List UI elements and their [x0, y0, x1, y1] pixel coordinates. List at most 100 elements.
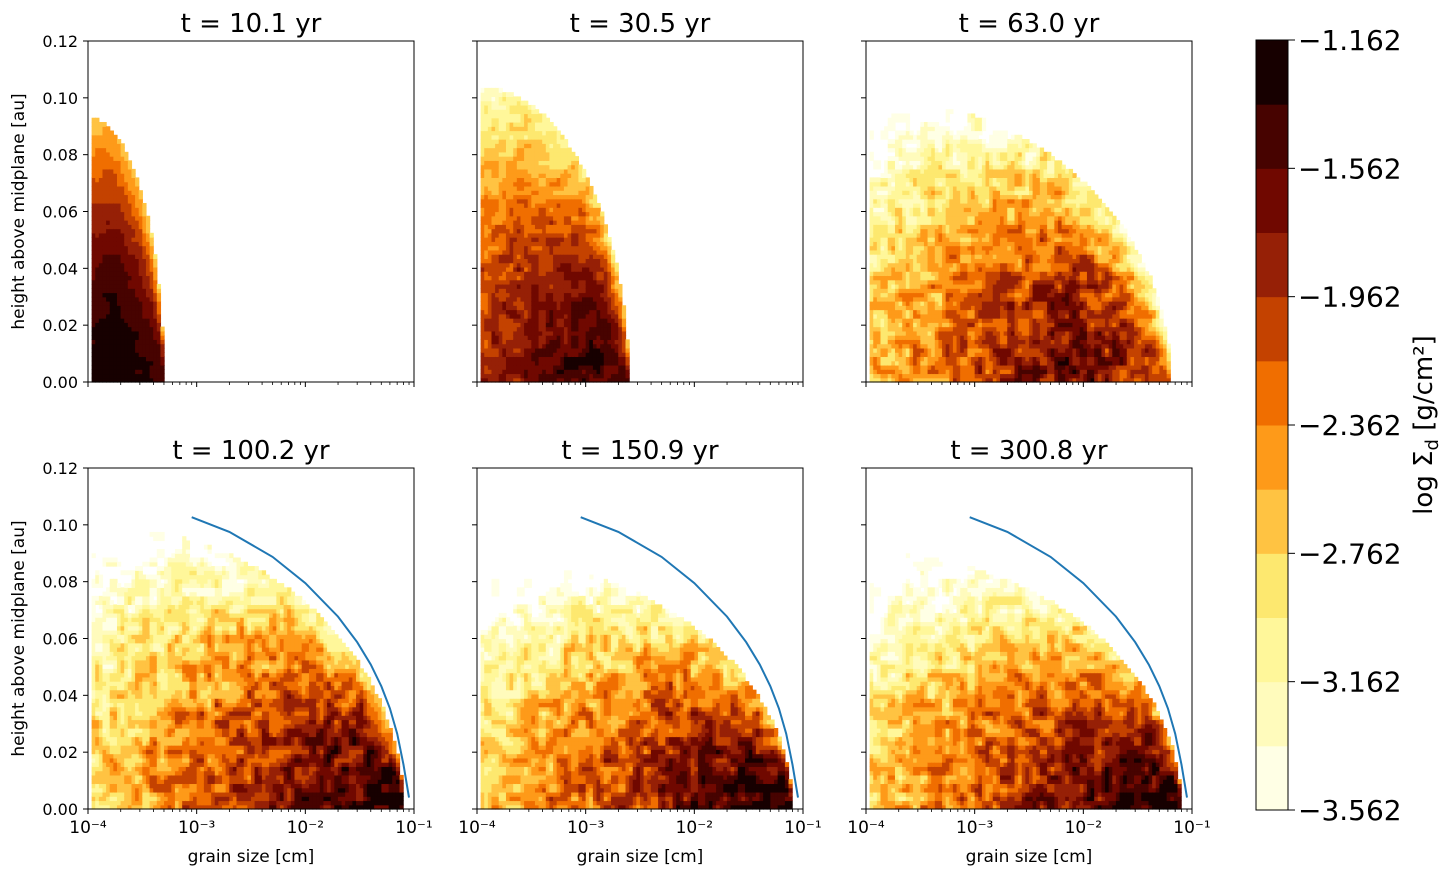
heatmap-cell	[963, 245, 969, 251]
heatmap-cell	[887, 369, 892, 375]
heatmap-cell	[949, 339, 954, 345]
heatmap-cell	[502, 168, 507, 174]
heatmap-cell	[916, 249, 921, 255]
heatmap-cell	[934, 377, 940, 383]
heatmap-cell	[527, 249, 532, 255]
heatmap-cell	[898, 177, 903, 183]
heatmap-cell	[887, 330, 892, 336]
heatmap-cell	[556, 258, 561, 264]
heatmap-cell	[876, 335, 882, 340]
heatmap-cell	[902, 343, 907, 349]
heatmap-cell	[592, 339, 598, 345]
heatmap-cell	[520, 262, 525, 268]
heatmap-cell	[545, 352, 551, 358]
heatmap-cell	[571, 258, 576, 264]
heatmap-cell	[902, 262, 907, 268]
heatmap-cell	[549, 339, 554, 345]
heatmap-cell	[534, 139, 540, 144]
heatmap-cell	[495, 164, 500, 170]
heatmap-cell	[491, 343, 496, 349]
heatmap-cell	[592, 326, 598, 332]
heatmap-cell	[963, 134, 969, 140]
heatmap-cell	[920, 185, 925, 191]
heatmap-cell	[560, 177, 565, 183]
heatmap-cell	[549, 262, 554, 268]
heatmap-cell	[149, 356, 154, 362]
heatmap-cell	[480, 194, 485, 200]
heatmap-cell	[149, 347, 154, 353]
heatmap-cell	[534, 241, 540, 247]
heatmap-cell	[495, 377, 500, 383]
heatmap-cell	[91, 224, 96, 230]
heatmap-cell	[592, 237, 598, 242]
heatmap-cell	[502, 301, 507, 306]
heatmap-cell	[869, 347, 874, 353]
heatmap-cell	[95, 117, 100, 123]
heatmap-cell	[571, 164, 576, 170]
heatmap-cell	[869, 364, 874, 370]
heatmap-cell	[524, 164, 529, 170]
heatmap-cell	[960, 271, 965, 277]
heatmap-cell	[131, 347, 136, 353]
heatmap-cell	[596, 335, 601, 340]
heatmap-cell	[534, 292, 540, 298]
heatmap-cell	[509, 224, 514, 230]
heatmap-cell	[618, 296, 623, 302]
heatmap-cell	[113, 292, 118, 298]
heatmap-cell	[592, 266, 598, 272]
heatmap-cell	[120, 190, 125, 196]
heatmap-cell	[891, 262, 896, 268]
heatmap-cell	[884, 369, 889, 375]
heatmap-cell	[556, 185, 561, 191]
heatmap-cell	[942, 339, 947, 345]
heatmap-cell	[963, 207, 969, 213]
heatmap-cell	[916, 335, 921, 340]
heatmap-cell	[542, 335, 547, 340]
heatmap-cell	[502, 258, 507, 264]
heatmap-cell	[520, 220, 525, 225]
heatmap-cell	[98, 211, 104, 217]
heatmap-cell	[498, 288, 503, 294]
heatmap-cell	[98, 164, 104, 170]
heatmap-cell	[603, 309, 608, 315]
heatmap-cell	[607, 356, 612, 362]
heatmap-cell	[880, 215, 885, 221]
heatmap-cell	[153, 313, 158, 319]
heatmap-cell	[106, 326, 111, 332]
heatmap-cell	[545, 318, 551, 323]
heatmap-cell	[491, 139, 496, 144]
heatmap-cell	[120, 266, 125, 272]
heatmap-cell	[109, 343, 114, 349]
heatmap-cell	[571, 215, 576, 221]
heatmap-cell	[542, 296, 547, 302]
heatmap-cell	[902, 326, 907, 332]
heatmap-cell	[967, 190, 972, 196]
heatmap-cell	[120, 301, 125, 306]
heatmap-cell	[589, 275, 594, 281]
heatmap-cell	[487, 121, 493, 127]
heatmap-cell	[534, 335, 540, 340]
heatmap-cell	[553, 313, 558, 319]
heatmap-cell	[98, 254, 104, 259]
heatmap-cell	[484, 369, 489, 375]
heatmap-cell	[545, 356, 551, 362]
heatmap-cell	[952, 335, 958, 340]
heatmap-cell	[927, 275, 932, 281]
heatmap-cell	[971, 364, 976, 370]
heatmap-cell	[513, 220, 518, 225]
heatmap-cell	[967, 241, 972, 247]
heatmap-cell	[527, 283, 532, 289]
heatmap-cell	[931, 283, 936, 289]
heatmap-cell	[887, 228, 892, 234]
heatmap-cell	[869, 377, 874, 383]
heatmap-cell	[131, 232, 136, 238]
heatmap-cell	[480, 283, 485, 289]
heatmap-cell	[495, 228, 500, 234]
heatmap-cell	[942, 266, 947, 272]
heatmap-cell	[927, 143, 932, 149]
heatmap-cell	[578, 241, 583, 247]
heatmap-cell	[585, 266, 590, 272]
heatmap-cell	[607, 377, 612, 383]
heatmap-cell	[887, 271, 892, 277]
